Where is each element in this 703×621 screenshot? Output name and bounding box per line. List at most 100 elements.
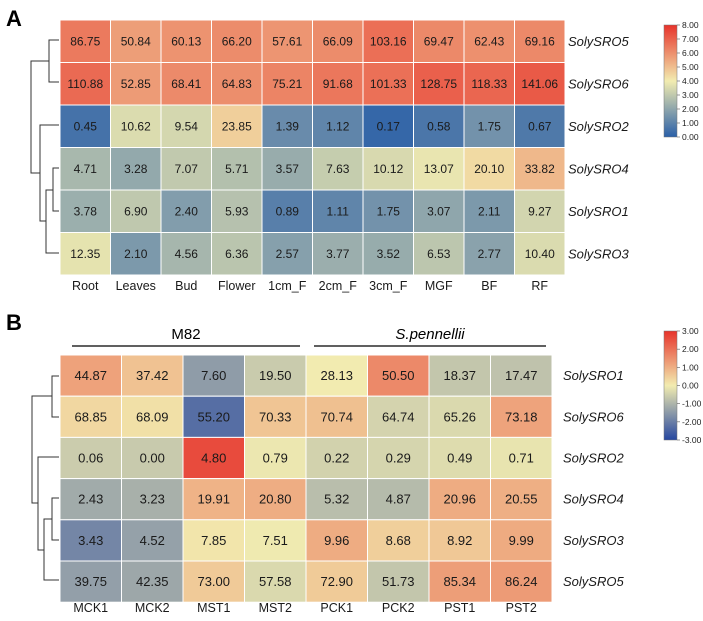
heatmap-b-value: 37.42 <box>136 368 169 383</box>
heatmap-a-value: 103.16 <box>370 34 407 48</box>
heatmap-a-row-label: SolySRO4 <box>568 161 629 176</box>
heatmap-a-value: 1.75 <box>478 119 502 133</box>
dendrogram-a <box>30 39 59 254</box>
heatmap-b-value: 44.87 <box>74 368 107 383</box>
heatmap-a-value: 52.85 <box>121 77 151 91</box>
heatmap-b-value: 18.37 <box>443 368 476 383</box>
heatmap-b-cell <box>428 436 491 480</box>
heatmap-a-column-label: 3cm_F <box>369 279 408 293</box>
heatmap-a-cell <box>463 232 515 276</box>
colorbar-a-tick-label: 8.00 <box>682 20 699 30</box>
heatmap-b-row-label: SolySRO6 <box>563 409 624 424</box>
heatmap-b-value: 55.20 <box>197 409 230 424</box>
heatmap-a-value: 3.52 <box>377 247 401 261</box>
heatmap-a-row-label: SolySRO1 <box>568 204 629 219</box>
heatmap-b-row-label: SolySRO5 <box>563 574 624 589</box>
heatmap-b-value: 7.85 <box>201 533 226 548</box>
heatmap-b-value: 20.55 <box>505 492 538 507</box>
colorbar-a-tick-label: 6.00 <box>682 48 699 58</box>
heatmap-a-value: 50.84 <box>121 34 151 48</box>
heatmap-b-cell <box>59 436 122 480</box>
heatmap-b-value: 65.26 <box>443 409 476 424</box>
heatmap-b-value: 86.24 <box>505 574 538 589</box>
heatmap-a-value: 110.88 <box>67 77 103 91</box>
heatmap-b-value: 3.43 <box>78 533 103 548</box>
heatmap-b-value: 73.18 <box>505 409 538 424</box>
heatmap-b-cell <box>182 560 245 603</box>
colorbar-b-gradient <box>663 330 678 441</box>
heatmap-a-value: 66.09 <box>323 34 353 48</box>
heatmap-a-value: 20.10 <box>474 162 504 176</box>
heatmap-b-value: 4.87 <box>386 492 411 507</box>
heatmap-b-value: 50.50 <box>382 368 415 383</box>
heatmap-a-column-label: Root <box>72 279 99 293</box>
heatmap-b-cell <box>305 560 368 603</box>
heatmap-a-value: 10.40 <box>525 247 555 261</box>
heatmap-b-value: 28.13 <box>320 368 353 383</box>
group-label-m82: M82 <box>171 326 200 343</box>
heatmap-a-cell <box>160 232 212 276</box>
colorbar-a-tick-label: 1.00 <box>682 118 699 128</box>
heatmap-b-cell <box>367 519 430 562</box>
heatmap-a-cells: 86.75 50.84 60.13 66.20 57.61 66.09 103.16 69.4… <box>59 19 566 276</box>
heatmap-a-value: 128.75 <box>420 77 457 91</box>
heatmap-b-value: 0.49 <box>447 451 472 466</box>
heatmap-b-cell <box>182 395 245 438</box>
colorbar-b-tick-label: -1.00 <box>682 399 702 409</box>
heatmap-b-cell <box>305 478 368 521</box>
heatmap-a-value: 0.89 <box>276 204 300 218</box>
heatmap-b-column-labels: MCK1 MCK2 MST1 MST2 PCK1 PCK2 PST1 PST2 <box>73 601 537 615</box>
heatmap-a-cell <box>110 19 162 63</box>
heatmap-a-cell <box>514 19 566 63</box>
heatmap-b-value: 68.85 <box>74 409 107 424</box>
heatmap-a-cell <box>110 104 162 148</box>
panel-b: B M82 S.pennellii 44.87 37.42 7.60 19.50 28.… <box>6 310 702 615</box>
heatmap-a-cell <box>261 232 313 276</box>
heatmap-b-value: 39.75 <box>74 574 107 589</box>
heatmap-a-value: 23.85 <box>222 119 252 133</box>
heatmap-b-value: 0.29 <box>386 451 411 466</box>
heatmap-b-value: 0.22 <box>324 451 349 466</box>
heatmap-a-value: 101.33 <box>370 77 407 91</box>
heatmap-a-value: 2.40 <box>175 204 199 218</box>
heatmap-a-column-labels: Root Leaves Bud Flower 1cm_F 2cm_F 3cm_F MGF BF R… <box>72 279 548 293</box>
heatmap-b-value: 4.52 <box>140 533 165 548</box>
heatmap-b-value: 20.80 <box>259 492 292 507</box>
colorbar-b-tick-label: 1.00 <box>682 362 699 372</box>
colorbar-b-tick-label: -2.00 <box>682 417 702 427</box>
heatmap-a-column-label: Leaves <box>116 279 156 293</box>
heatmap-a-value: 60.13 <box>171 34 201 48</box>
heatmap-b-value: 7.51 <box>263 533 288 548</box>
heatmap-a-value: 2.57 <box>276 247 300 261</box>
heatmap-b-cell <box>59 354 122 397</box>
heatmap-b-cell <box>305 354 368 397</box>
heatmap-a-value: 2.77 <box>478 247 502 261</box>
heatmap-a-cell <box>110 62 162 106</box>
heatmap-a-cell <box>362 62 414 106</box>
heatmap-a-cell <box>59 147 111 191</box>
heatmap-b-value: 8.68 <box>386 533 411 548</box>
colorbar-a-tick-label: 2.00 <box>682 104 699 114</box>
heatmap-a-cell <box>211 232 263 276</box>
heatmap-a-value: 2.10 <box>124 247 148 261</box>
heatmap-a-cell <box>463 62 515 106</box>
heatmap-a-value: 0.17 <box>377 119 401 133</box>
heatmap-a-cell <box>463 147 515 191</box>
heatmap-b-cell <box>121 395 184 438</box>
panel-b-label: B <box>6 310 22 335</box>
heatmap-a-value: 3.57 <box>276 162 300 176</box>
heatmap-b-column-label: PCK2 <box>382 601 415 615</box>
heatmap-a-value: 6.90 <box>124 204 148 218</box>
heatmap-a-value: 6.53 <box>427 247 451 261</box>
dendrogram-b <box>31 375 59 581</box>
heatmap-b-value: 20.96 <box>443 492 476 507</box>
heatmap-a-value: 0.45 <box>74 119 98 133</box>
panel-a-label: A <box>6 6 22 31</box>
heatmap-a-value: 2.11 <box>478 204 501 218</box>
heatmap-b-cell <box>428 395 491 438</box>
colorbar-a-tick-label: 4.00 <box>682 76 699 86</box>
heatmap-b-value: 70.33 <box>259 409 292 424</box>
heatmap-b-column-label: PST2 <box>506 601 537 615</box>
heatmap-b-cell <box>121 354 184 397</box>
